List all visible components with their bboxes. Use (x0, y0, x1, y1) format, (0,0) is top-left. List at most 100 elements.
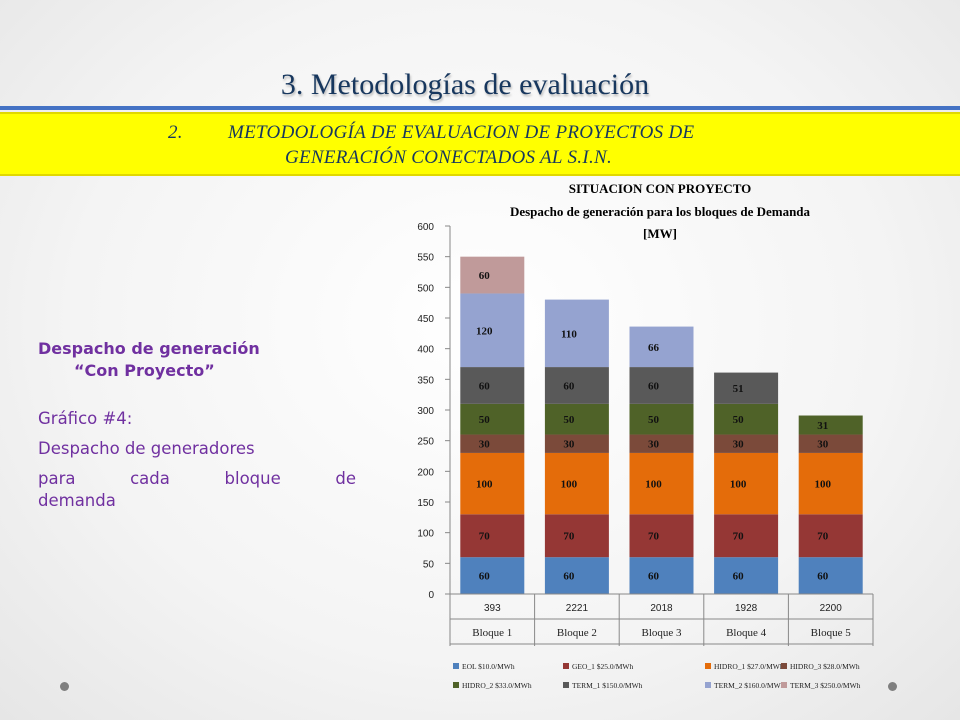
data-label: 60 (817, 571, 829, 583)
category-label-top: 2221 (566, 603, 589, 614)
category-label-top: 1928 (735, 603, 758, 614)
data-label: 100 (561, 479, 578, 491)
category-label-bottom: Bloque 3 (641, 627, 682, 639)
title-rule (0, 106, 960, 110)
legend-label: EOL $10.0/MWh (462, 662, 515, 671)
bar-segment (629, 367, 694, 404)
bar-segment (544, 452, 609, 515)
legend-swatch (705, 663, 711, 669)
data-label: 60 (479, 571, 491, 583)
legend-label: HIDRO_3 $28.0/MWh (790, 662, 860, 671)
banner-line-1: METODOLOGÍA DE EVALUACION DE PROYECTOS D… (228, 122, 695, 143)
y-tick-label: 300 (417, 406, 434, 417)
y-tick-label: 50 (423, 559, 435, 570)
chart-title-line-3: [MW] (643, 226, 677, 241)
data-label: 31 (817, 420, 828, 432)
bar-segment (460, 293, 525, 368)
decorative-dot-right (888, 682, 897, 691)
bar-segment (629, 403, 694, 435)
data-label: 60 (563, 571, 575, 583)
dispatch-chart: SITUACION CON PROYECTO Despacho de genera… (417, 181, 874, 690)
data-label: 50 (479, 414, 491, 426)
category-label-bottom: Bloque 4 (726, 627, 767, 639)
y-tick-label: 0 (428, 590, 434, 601)
data-label: 60 (479, 380, 491, 392)
bar-segment (544, 434, 609, 453)
data-label: 60 (648, 571, 660, 583)
data-label: 100 (730, 479, 747, 491)
bar-segment (798, 434, 863, 453)
data-label: 70 (817, 531, 829, 543)
banner-number: 2. (168, 122, 183, 143)
y-tick-label: 250 (417, 437, 434, 448)
bar-segment (798, 514, 863, 558)
data-label: 60 (479, 270, 491, 282)
bar-segment (544, 299, 609, 368)
legend-label: TERM_1 $150.0/MWh (572, 681, 643, 690)
y-tick-label: 550 (417, 253, 434, 264)
category-label-top: 2018 (650, 603, 673, 614)
y-tick-label: 350 (417, 375, 434, 386)
y-tick-label: 100 (417, 529, 434, 540)
data-label: 66 (648, 342, 660, 354)
data-label: 70 (479, 531, 491, 543)
bar-segment (798, 452, 863, 515)
legend-label: TERM_3 $250.0/MWh (790, 681, 861, 690)
data-label: 60 (733, 571, 745, 583)
bar-segment (460, 452, 525, 515)
bar-segment (629, 326, 694, 368)
legend-swatch (781, 663, 787, 669)
y-tick-label: 400 (417, 345, 434, 356)
section-banner: 2. METODOLOGÍA DE EVALUACION DE PROYECTO… (0, 112, 960, 176)
slide-title: 3. Metodologías de evaluación (280, 68, 650, 101)
bar-segment (460, 557, 525, 594)
bar-segment (544, 557, 609, 594)
legend-label: HIDRO_2 $33.0/MWh (462, 681, 532, 690)
bar-segment (714, 372, 779, 404)
data-label: 30 (817, 439, 829, 451)
legend-swatch (453, 663, 459, 669)
graph-label: Gráfico #4: (38, 409, 133, 428)
bar-segment (544, 514, 609, 558)
data-label: 70 (648, 531, 660, 543)
banner-line-2: GENERACIÓN CONECTADOS AL S.I.N. (285, 147, 613, 168)
bar-segment (798, 557, 863, 594)
data-label: 70 (563, 531, 575, 543)
category-label-bottom: Bloque 2 (557, 627, 597, 639)
bar-segment (629, 452, 694, 515)
bar-segment (544, 367, 609, 404)
bar-segment (460, 514, 525, 558)
subheading-line-1: Despacho de generación (38, 339, 260, 358)
data-label: 100 (645, 479, 662, 491)
bar-segment (460, 256, 525, 294)
data-label: 30 (479, 439, 491, 451)
bar-segment (714, 403, 779, 435)
data-label: 100 (814, 479, 831, 491)
bar-segment (629, 434, 694, 453)
data-label: 30 (563, 439, 575, 451)
bar-segment (460, 434, 525, 453)
chart-title-line-1: SITUACION CON PROYECTO (569, 181, 752, 196)
bar-segment (714, 452, 779, 515)
chart-title-line-2: Despacho de generación para los bloques … (510, 204, 811, 219)
description-line-1: Despacho de generadores (38, 439, 255, 458)
y-tick-label: 150 (417, 498, 434, 509)
data-label: 30 (733, 439, 745, 451)
y-tick-label: 500 (417, 283, 434, 294)
category-label-top: 2200 (820, 603, 843, 614)
bar-segment (714, 557, 779, 594)
data-label: 60 (563, 380, 575, 392)
data-label: 50 (563, 414, 575, 426)
legend-label: HIDRO_1 $27.0/MWh (714, 662, 784, 671)
y-tick-label: 450 (417, 314, 434, 325)
category-label-bottom: Bloque 1 (472, 627, 512, 639)
legend-swatch (705, 682, 711, 688)
bar-segment (629, 514, 694, 558)
y-tick-label: 200 (417, 467, 434, 478)
subheading-line-2: “Con Proyecto” (74, 361, 215, 380)
data-label: 100 (476, 479, 493, 491)
legend-label: GEO_1 $25.0/MWh (572, 662, 633, 671)
legend-label: TERM_2 $160.0/MWh (714, 681, 785, 690)
description-line-3: demanda (38, 491, 116, 510)
data-label: 51 (733, 383, 744, 395)
